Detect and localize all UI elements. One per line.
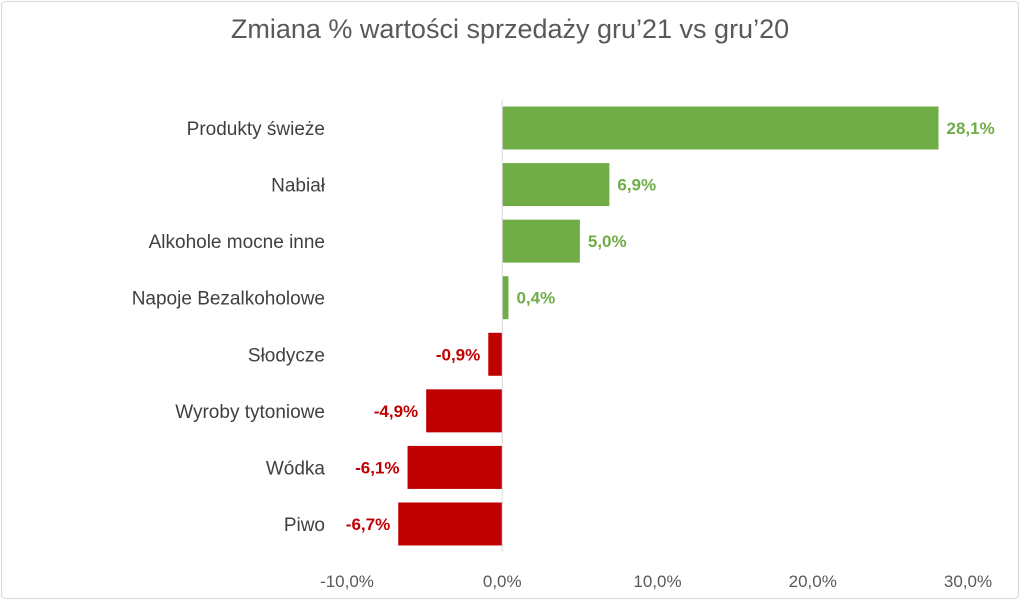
bar-1 xyxy=(502,163,610,207)
data-label: 6,9% xyxy=(617,176,656,195)
x-tick-label: 30,0% xyxy=(944,572,992,591)
category-label: Wyroby tytoniowe xyxy=(175,402,325,423)
category-label: Napoje Bezalkoholowe xyxy=(132,289,325,310)
category-label: Alkohole mocne inne xyxy=(149,232,325,253)
x-tick-label: 20,0% xyxy=(789,572,837,591)
data-label: 0,4% xyxy=(516,289,555,308)
data-label: -4,9% xyxy=(374,402,418,421)
category-label: Wódka xyxy=(266,458,326,479)
category-label: Produkty świeże xyxy=(187,119,325,140)
category-label: Nabiał xyxy=(271,176,326,197)
x-tick-label: 10,0% xyxy=(633,572,681,591)
category-label: Słodycze xyxy=(248,345,325,366)
bar-2 xyxy=(502,219,580,263)
x-tick-label: 0,0% xyxy=(483,572,522,591)
bar-4 xyxy=(488,332,503,376)
bar-7 xyxy=(398,502,503,546)
bar-5 xyxy=(426,389,503,433)
category-label: Piwo xyxy=(284,515,325,536)
data-label: -0,9% xyxy=(436,345,480,364)
x-tick-label: -10,0% xyxy=(320,572,374,591)
bar-3 xyxy=(502,276,509,320)
chart-title: Zmiana % wartości sprzedaży gru’21 vs gr… xyxy=(230,14,790,44)
data-label: -6,1% xyxy=(355,458,399,477)
data-label: -6,7% xyxy=(346,515,390,534)
data-label: 28,1% xyxy=(947,119,995,138)
bar-0 xyxy=(502,106,939,150)
data-label: 5,0% xyxy=(588,232,627,251)
bar-6 xyxy=(407,445,503,489)
